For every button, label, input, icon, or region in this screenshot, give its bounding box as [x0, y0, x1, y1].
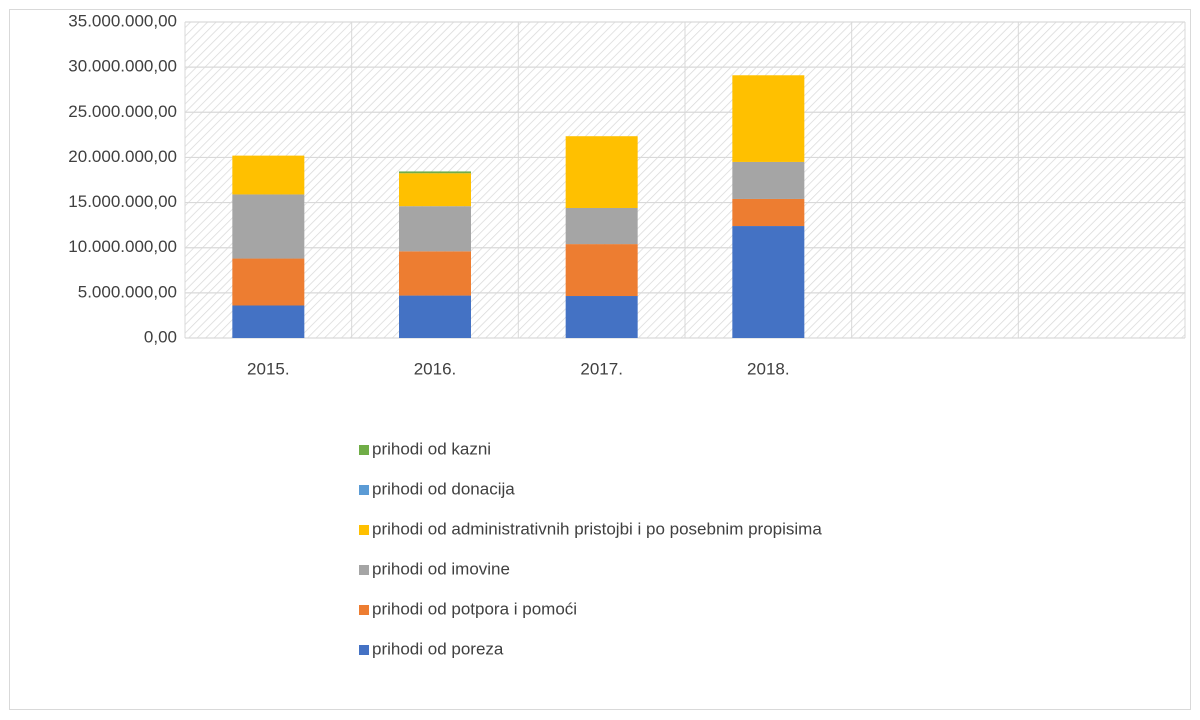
bar-segment	[232, 194, 305, 259]
legend-swatch	[359, 605, 369, 615]
legend-label: prihodi od poreza	[372, 639, 504, 658]
bar-segment	[399, 295, 471, 338]
x-tick-label: 2018.	[747, 359, 790, 378]
bar-segment	[732, 161, 805, 199]
legend-swatch	[359, 645, 369, 655]
y-tick-label: 30.000.000,00	[68, 57, 177, 76]
legend-swatch	[359, 445, 369, 455]
x-tick-label: 2017.	[580, 359, 623, 378]
legend-swatch	[359, 485, 369, 495]
bar-segment	[232, 155, 305, 195]
x-tick-label: 2015.	[247, 359, 290, 378]
x-tick-label: 2016.	[414, 359, 457, 378]
bar-segment	[732, 75, 805, 162]
y-tick-label: 20.000.000,00	[68, 147, 177, 166]
legend-swatch	[359, 525, 369, 535]
y-tick-label: 25.000.000,00	[68, 102, 177, 121]
bar-segment	[732, 226, 805, 338]
legend-label: prihodi od kazni	[372, 439, 491, 458]
bar-segment	[232, 258, 305, 306]
legend-label: prihodi od potpora i pomoći	[372, 599, 577, 618]
bar-segment	[565, 207, 638, 245]
bar-segment	[565, 136, 638, 208]
bar-segment	[732, 198, 805, 227]
bar-segment	[399, 251, 471, 296]
y-tick-label: 15.000.000,00	[68, 192, 177, 211]
bar-segment	[565, 296, 638, 338]
bar-segment	[565, 244, 638, 297]
bar-segment	[399, 171, 471, 174]
y-tick-label: 10.000.000,00	[68, 237, 177, 256]
bar-segment	[232, 305, 305, 338]
legend-label: prihodi od imovine	[372, 559, 510, 578]
y-tick-label: 5.000.000,00	[78, 282, 177, 301]
y-tick-label: 35.000.000,00	[68, 11, 177, 30]
bar-segment	[399, 206, 471, 252]
legend-label: prihodi od donacija	[372, 479, 515, 498]
bar-segment	[399, 173, 471, 207]
legend-swatch	[359, 565, 369, 575]
y-tick-label: 0,00	[144, 327, 177, 346]
legend-label: prihodi od administrativnih pristojbi i …	[372, 519, 822, 538]
